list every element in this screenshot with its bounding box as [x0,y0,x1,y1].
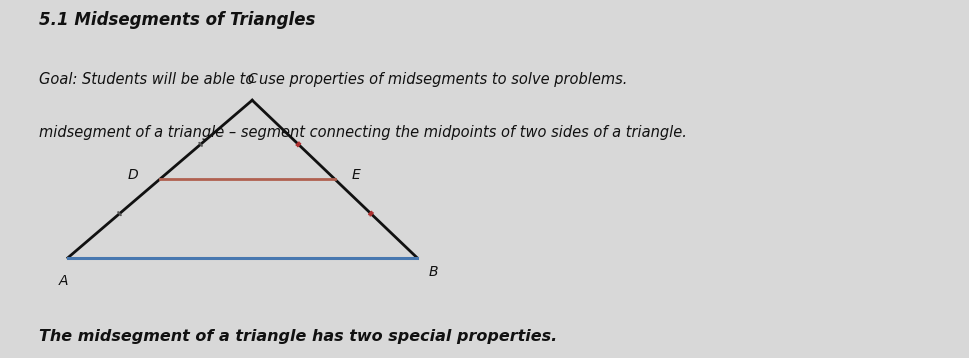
Text: B: B [428,265,438,279]
Text: Goal: Students will be able to use properties of midsegments to solve problems.: Goal: Students will be able to use prope… [39,72,627,87]
Text: C: C [247,72,257,86]
Text: 5.1 Midsegments of Triangles: 5.1 Midsegments of Triangles [39,11,315,29]
Text: A: A [58,274,68,288]
Text: E: E [352,168,360,183]
Text: D: D [128,168,139,183]
Text: midsegment of a triangle – segment connecting the midpoints of two sides of a tr: midsegment of a triangle – segment conne… [39,125,686,140]
Text: The midsegment of a triangle has two special properties.: The midsegment of a triangle has two spe… [39,329,556,344]
